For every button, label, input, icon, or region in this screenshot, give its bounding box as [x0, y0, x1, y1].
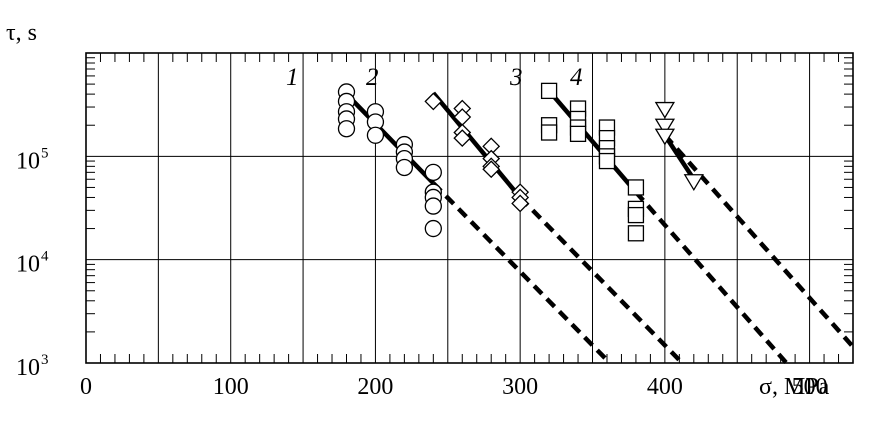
circle-marker [337, 120, 356, 138]
x-tick-label: 400 [647, 374, 683, 400]
square-marker [627, 179, 645, 196]
diamond-marker [424, 92, 443, 111]
x-axis-label: σ, MPa [759, 374, 830, 400]
circle-marker [424, 197, 442, 215]
series-label-4: 4 [570, 64, 583, 91]
x-tick-label: 500 [792, 374, 828, 400]
square-marker [598, 152, 616, 170]
fit-line-series-2 [431, 91, 522, 199]
triangle-down-marker [654, 101, 676, 119]
square-marker [540, 124, 558, 141]
extrapolation-line-series-4 [663, 133, 855, 349]
y-tick-exponent: 5 [41, 145, 49, 161]
extrapolation-line-series-2 [518, 195, 684, 365]
extrapolation-line-series-1 [431, 181, 612, 365]
series-label-1: 1 [286, 64, 299, 91]
square-marker [540, 82, 558, 100]
triangle-down-marker [683, 174, 704, 192]
triangle-down-marker [654, 118, 676, 136]
circle-marker [366, 126, 385, 144]
circle-marker [424, 219, 442, 238]
circle-marker [395, 158, 414, 177]
series-label-3: 3 [509, 64, 523, 91]
square-marker [627, 225, 645, 242]
square-marker [569, 125, 587, 143]
y-axis-label: τ, s [6, 20, 37, 46]
y-tick-label: 10 [16, 355, 40, 381]
extrapolation-line-series-3 [634, 190, 789, 365]
square-marker [627, 206, 645, 224]
y-tick-label: 10 [16, 148, 40, 174]
y-tick-exponent: 4 [41, 249, 49, 265]
x-tick-label: 100 [213, 374, 249, 400]
x-tick-label: 0 [80, 374, 92, 400]
x-tick-labels: 0 100 200 300 400 500 [80, 374, 828, 400]
y-tick-exponent: 3 [41, 352, 49, 368]
series-labels: 1 2 3 4 [286, 64, 583, 91]
x-tick-label: 200 [357, 374, 393, 400]
x-tick-label: 300 [502, 374, 538, 400]
data-points [337, 82, 704, 242]
minor-ticks [86, 53, 853, 363]
diamond-marker [482, 160, 501, 179]
diamond-marker [511, 194, 530, 213]
fit-line-series-1 [344, 92, 435, 185]
series-label-2: 2 [366, 64, 379, 91]
plot-frame [85, 52, 854, 364]
circle-marker [424, 163, 442, 181]
y-tick-label: 10 [16, 252, 40, 278]
grid-lines [86, 53, 853, 363]
triangle-down-marker [654, 128, 676, 146]
diamond-marker [453, 129, 472, 148]
fit-line-series-3 [547, 89, 638, 194]
trend-lines [344, 89, 855, 365]
